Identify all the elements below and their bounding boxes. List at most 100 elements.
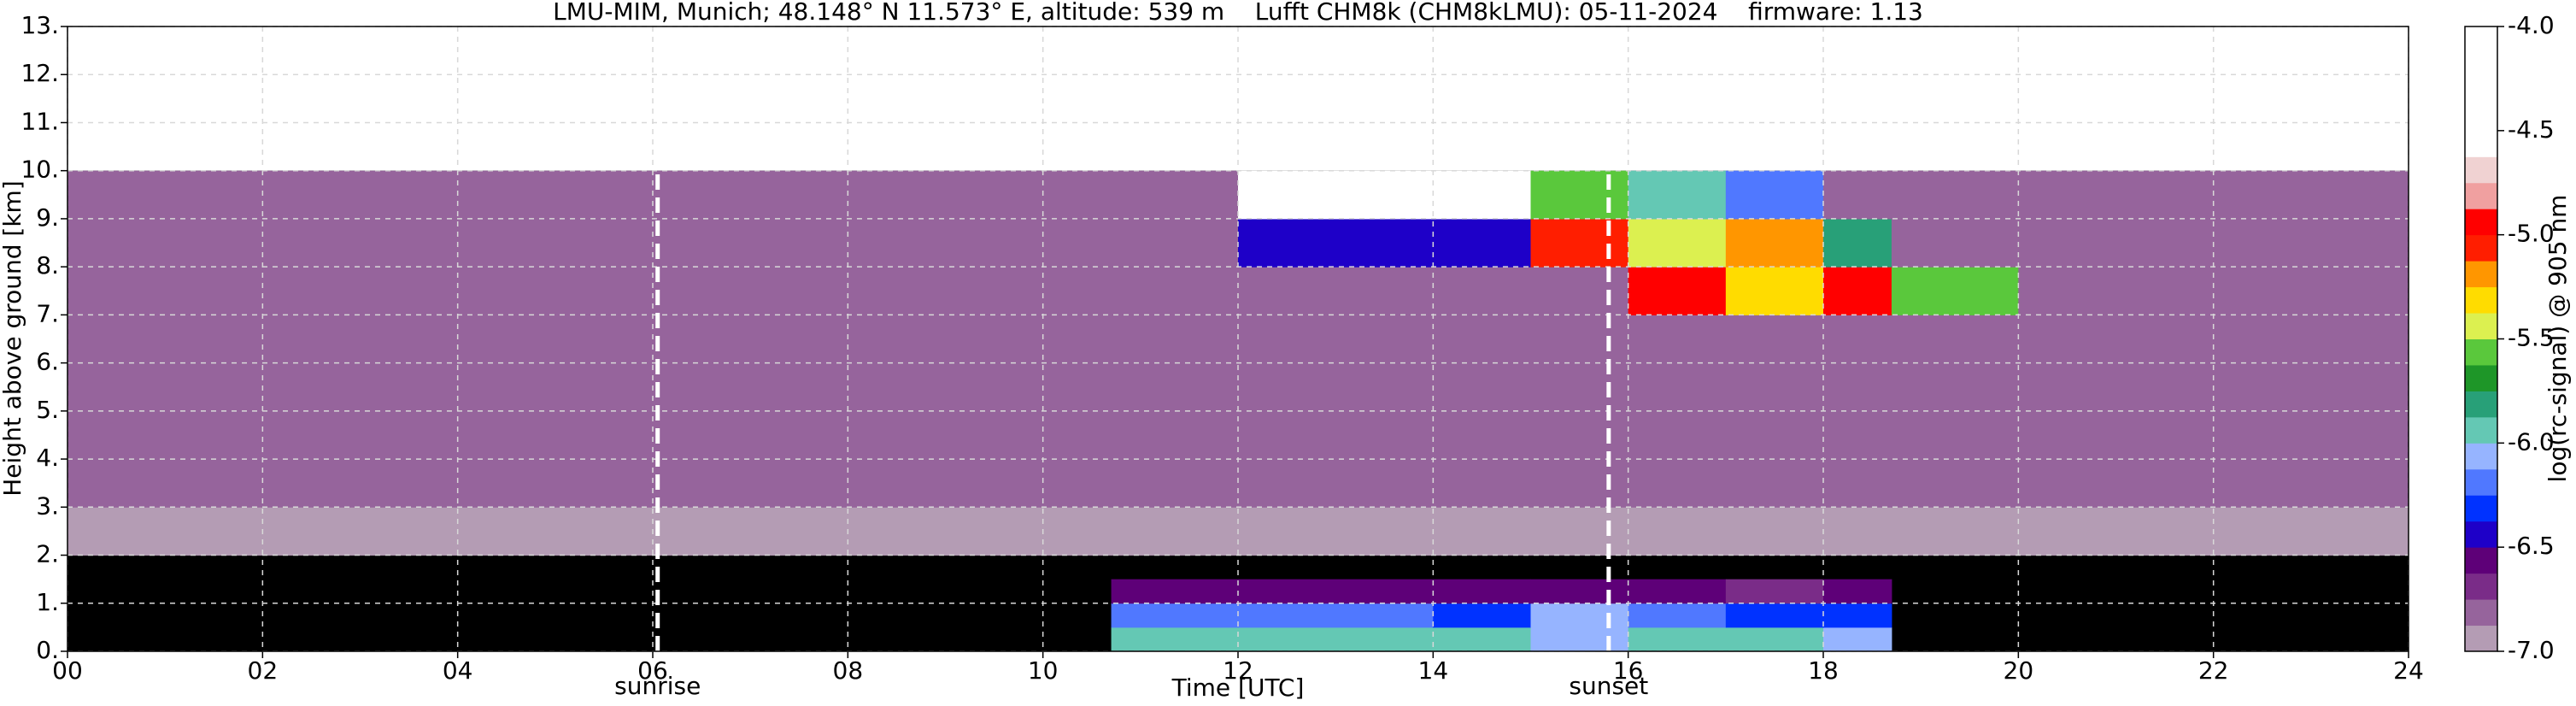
y-tick-label: 11. — [21, 107, 59, 135]
heatmap-cell — [1042, 218, 1112, 268]
heatmap-cell — [262, 267, 459, 315]
y-tick-label: 5. — [36, 396, 59, 424]
annotation-label: sunset — [1569, 672, 1648, 700]
heatmap-cell — [2018, 218, 2215, 268]
colorbar-swatch — [2465, 443, 2497, 470]
heatmap-cell — [1111, 170, 1239, 220]
x-tick-label: 00 — [52, 656, 83, 685]
heatmap-cell — [1725, 170, 1824, 220]
heatmap-cell — [1238, 579, 1434, 604]
y-tick-label: 13. — [21, 11, 59, 39]
heatmap-cell — [1725, 410, 1824, 460]
heatmap-cell — [1628, 603, 1727, 628]
heatmap-cell — [1823, 507, 1892, 556]
heatmap-cell — [2213, 362, 2409, 412]
heatmap-cell — [1433, 315, 1531, 364]
heatmap-cell — [1823, 315, 1892, 364]
y-axis-label: Height above ground [km] — [0, 180, 26, 497]
annotation-label: sunrise — [614, 672, 701, 700]
colorbar-swatch — [2465, 313, 2497, 339]
heatmap-cell — [1823, 267, 1892, 315]
colorbar-swatch — [2465, 547, 2497, 574]
heatmap-cell — [1042, 362, 1112, 412]
heatmap-cell — [262, 315, 459, 364]
heatmap-cell — [2018, 315, 2215, 364]
heatmap-cell — [2213, 218, 2409, 268]
x-tick-label: 18 — [1808, 656, 1839, 685]
colorbar-swatch — [2465, 209, 2497, 236]
heatmap-cell — [2213, 410, 2409, 460]
heatmap-cell — [1725, 627, 1824, 652]
heatmap-cell — [2018, 410, 2215, 460]
heatmap-cell — [1823, 579, 1892, 604]
y-tick-label: 6. — [36, 348, 59, 376]
heatmap-cell — [67, 362, 263, 412]
heatmap-cell — [1628, 507, 1727, 556]
heatmap-cell — [653, 267, 848, 315]
heatmap-cell — [1042, 507, 1112, 556]
heatmap-cell — [1628, 218, 1727, 268]
colorbar-tick-label: -7.0 — [2508, 636, 2555, 664]
heatmap-cell — [1111, 507, 1239, 556]
heatmap-cell — [2213, 267, 2409, 315]
heatmap-cell — [1042, 410, 1112, 460]
heatmap-cell — [848, 267, 1044, 315]
heatmap-cell — [1530, 410, 1629, 460]
y-tick-label: 7. — [36, 299, 59, 327]
x-tick-label: 10 — [1028, 656, 1059, 685]
y-tick-label: 4. — [36, 444, 59, 472]
x-tick-label: 04 — [443, 656, 473, 685]
heatmap-cell — [262, 170, 459, 220]
heatmap-cell — [1042, 459, 1112, 508]
heatmap-cell — [1891, 410, 2019, 460]
heatmap-cell — [848, 315, 1044, 364]
heatmap-cell — [1238, 267, 1434, 315]
colorbar-swatch — [2465, 391, 2497, 418]
heatmap-cell — [1725, 507, 1824, 556]
colorbar-swatch — [2465, 26, 2497, 53]
heatmap-cell — [1823, 170, 1892, 220]
heatmap-cell — [67, 459, 263, 508]
heatmap-cell — [262, 218, 459, 268]
heatmap-cell — [67, 507, 263, 556]
heatmap-cell — [1628, 267, 1727, 315]
heatmap-cell — [1891, 362, 2019, 412]
colorbar-tick-label: -5.0 — [2508, 220, 2555, 248]
x-tick-label: 06 — [637, 656, 668, 685]
heatmap-cell — [1823, 362, 1892, 412]
heatmap-cell — [1891, 218, 2019, 268]
heatmap-cell — [1823, 627, 1892, 652]
heatmap-cell — [1530, 267, 1629, 315]
heatmap-cell — [1238, 410, 1434, 460]
colorbar-swatch — [2465, 416, 2497, 444]
y-tick-label: 8. — [36, 251, 59, 279]
heatmap-cell — [1891, 507, 2019, 556]
x-axis-label: Time [UTC] — [1171, 674, 1305, 702]
heatmap-cell — [457, 315, 654, 364]
heatmap-cell — [1238, 170, 1434, 220]
heatmap-cell — [1111, 362, 1239, 412]
heatmap-cell — [2213, 170, 2409, 220]
heatmap-cell — [1530, 362, 1629, 412]
x-tick-label: 14 — [1418, 656, 1449, 685]
colorbar-swatch — [2465, 52, 2497, 79]
heatmap-cell — [1433, 410, 1531, 460]
y-tick-label: 10. — [21, 156, 59, 184]
heatmap-cell — [1628, 170, 1727, 220]
colorbar-tick-label: -6.0 — [2508, 427, 2555, 456]
heatmap-cell — [1823, 603, 1892, 628]
heatmap-cell — [2213, 507, 2409, 556]
heatmap-cell — [1628, 362, 1727, 412]
heatmap-cell — [1725, 267, 1824, 315]
heatmap-cell — [457, 170, 654, 220]
heatmap-cell — [1823, 218, 1892, 268]
heatmap-cell — [1530, 459, 1629, 508]
heatmap-cell — [457, 218, 654, 268]
colorbar-tick-label: -4.0 — [2508, 11, 2555, 39]
heatmap-cell — [1725, 218, 1824, 268]
heatmap-cell — [1725, 579, 1824, 604]
heatmap-cell — [1725, 603, 1824, 628]
heatmap-cell — [653, 315, 848, 364]
y-tick-label: 9. — [36, 203, 59, 232]
